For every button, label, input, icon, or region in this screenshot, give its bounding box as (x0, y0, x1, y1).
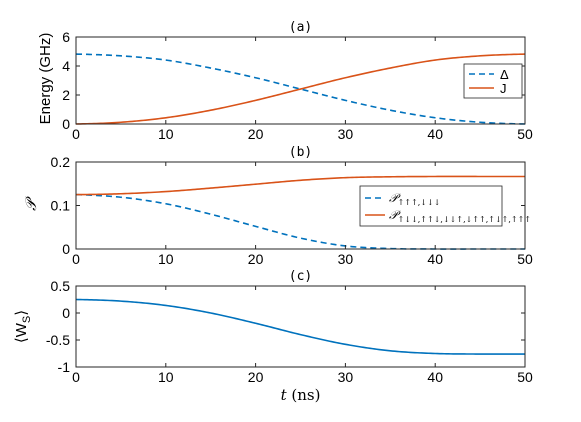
plot-frame (75, 285, 526, 368)
x-tick-label: 40 (427, 369, 443, 385)
y-axis-label: Energy (GHz) (37, 33, 54, 125)
plot-frame (75, 36, 526, 125)
x-tick-label: 20 (248, 126, 264, 142)
panel-a: (a) 0 10 20 30 40 50 0 2 4 6 Energy (GHz) ΔJ (37, 20, 533, 142)
y-axis-label: ⟨WS⟩ (13, 310, 33, 343)
panel-c: (c) 0 10 20 30 40 50 -1 -0.5 0 0.5 ⟨WS⟩ t (ns) (13, 269, 533, 404)
x-tick-label: 40 (427, 126, 443, 142)
x-tick-label: 10 (158, 369, 174, 385)
y-tick-label: 2 (62, 87, 70, 103)
y-tick-label: 0.2 (51, 154, 71, 170)
panel-b: (b)0 10 20 30 40 5000.10.2𝒫𝒫↑↑↑,↓↓↓𝒫↑↓↓,↑↑↓,↓… (22, 145, 533, 267)
x-tick-label: 0 (72, 369, 80, 385)
legend-box (359, 185, 503, 227)
x-tick-label: 50 (517, 126, 533, 142)
panel-title: (c) (289, 269, 312, 284)
x-tick-label: 50 (517, 251, 533, 267)
x-axis-label: t (ns) (281, 386, 321, 404)
y-tick-label: 0 (62, 241, 70, 257)
y-tick-label: 0.5 (51, 278, 71, 294)
x-tick-label: 20 (248, 251, 264, 267)
x-tick-label: 30 (338, 251, 354, 267)
y-tick-label: 0 (62, 116, 70, 132)
y-tick-label: -0.5 (46, 332, 70, 348)
y-tick-label: 0 (62, 305, 70, 321)
x-tick-label: 20 (248, 369, 264, 385)
series-line-0 (75, 298, 525, 355)
x-tick-label: 50 (517, 369, 533, 385)
panel-title: (b) (289, 145, 312, 160)
series-line-1 (75, 53, 526, 125)
y-tick-label: 0.1 (51, 198, 71, 214)
x-tick-label: 0 (72, 126, 80, 142)
series-line-0 (75, 53, 526, 125)
x-tick-label: 0 (72, 251, 80, 267)
y-axis-label: 𝒫 (22, 196, 40, 211)
y-tick-label: -1 (58, 359, 71, 375)
panel-title: (a) (289, 20, 312, 35)
y-tick-label: 6 (62, 29, 70, 45)
legend-label: J (500, 81, 507, 96)
x-tick-label: 30 (338, 369, 354, 385)
x-tick-label: 10 (158, 126, 174, 142)
legend-label: Δ (500, 67, 509, 82)
y-tick-label: 4 (62, 58, 70, 74)
series-line-0 (75, 193, 525, 250)
x-tick-label: 40 (427, 251, 443, 267)
x-tick-label: 10 (158, 251, 174, 267)
x-tick-label: 30 (338, 126, 354, 142)
legend-box (463, 63, 523, 99)
series-line-1 (75, 175, 525, 196)
